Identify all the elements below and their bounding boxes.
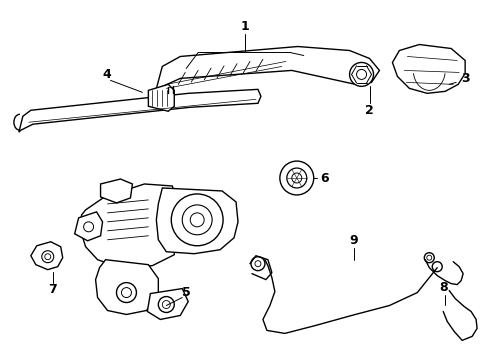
- Text: 2: 2: [365, 104, 373, 117]
- Circle shape: [158, 297, 174, 312]
- Text: 3: 3: [460, 72, 468, 85]
- Text: 9: 9: [348, 234, 357, 247]
- Polygon shape: [95, 260, 158, 315]
- Polygon shape: [101, 179, 132, 203]
- Text: 6: 6: [320, 171, 328, 185]
- Circle shape: [190, 213, 203, 227]
- Polygon shape: [31, 242, 62, 270]
- Circle shape: [356, 69, 366, 80]
- Polygon shape: [155, 46, 379, 92]
- Polygon shape: [392, 45, 464, 93]
- Circle shape: [254, 261, 261, 267]
- Text: 4: 4: [102, 68, 111, 81]
- Circle shape: [41, 251, 54, 263]
- Circle shape: [250, 257, 264, 271]
- Polygon shape: [156, 188, 238, 254]
- Circle shape: [121, 288, 131, 298]
- Circle shape: [45, 254, 51, 260]
- Circle shape: [279, 161, 313, 195]
- Circle shape: [286, 168, 306, 188]
- Circle shape: [83, 222, 93, 232]
- Text: 5: 5: [182, 286, 190, 299]
- Circle shape: [431, 262, 441, 272]
- Polygon shape: [75, 212, 102, 241]
- Circle shape: [162, 301, 170, 309]
- Circle shape: [426, 255, 431, 260]
- Polygon shape: [80, 184, 176, 268]
- Circle shape: [349, 62, 373, 86]
- Text: 1: 1: [240, 20, 249, 33]
- Polygon shape: [147, 289, 188, 319]
- Circle shape: [291, 173, 301, 183]
- Text: 8: 8: [438, 281, 447, 294]
- Polygon shape: [19, 89, 261, 132]
- Text: 7: 7: [48, 283, 57, 296]
- Circle shape: [171, 194, 223, 246]
- Circle shape: [424, 253, 433, 263]
- Polygon shape: [148, 84, 174, 111]
- Circle shape: [182, 205, 212, 235]
- Circle shape: [116, 283, 136, 302]
